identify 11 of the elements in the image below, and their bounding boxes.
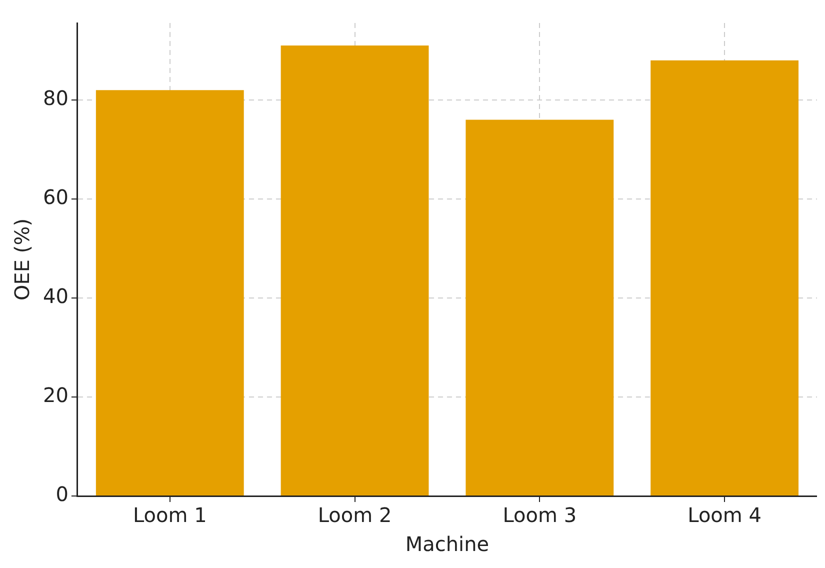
y-tick-label: 60 bbox=[42, 185, 68, 210]
x-tick-label: Loom 1 bbox=[132, 503, 207, 528]
x-tick-label: Loom 4 bbox=[688, 503, 762, 528]
y-axis-title: OEE (%) bbox=[10, 218, 34, 300]
y-tick-label: 0 bbox=[56, 482, 68, 506]
y-tick-label: 40 bbox=[42, 284, 68, 308]
x-tick-label: Loom 3 bbox=[502, 503, 577, 528]
y-tick-label: 80 bbox=[42, 86, 68, 110]
y-tick-label: 20 bbox=[42, 383, 68, 408]
x-tick-label: Loom 2 bbox=[318, 503, 392, 528]
x-axis-title: Machine bbox=[405, 532, 490, 556]
